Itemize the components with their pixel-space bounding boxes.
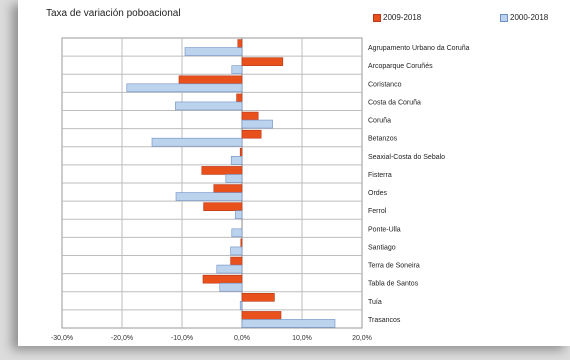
category-label: Fisterra (368, 172, 392, 179)
bar-series-2 (231, 228, 243, 238)
category-label: Santiago (368, 244, 396, 251)
bar-series-1 (202, 274, 243, 284)
bar-series-2 (151, 137, 243, 147)
legend-label-series-1: 2009-2018 (383, 13, 422, 22)
x-tick-label: 10,0% (292, 335, 312, 342)
bar-series-2 (219, 282, 243, 292)
x-tick-label: -30,0% (51, 335, 73, 342)
bar-series-1 (241, 57, 284, 66)
bar-series-1 (178, 75, 243, 85)
bar-series-2 (241, 119, 273, 129)
x-tick-label: 0,0% (234, 335, 250, 342)
x-tick-label: -20,0% (111, 335, 133, 342)
category-label: Trasancos (368, 317, 401, 324)
category-label: Costa da Coruña (368, 99, 421, 106)
bar-series-2 (231, 65, 243, 74)
category-label: Ferrol (368, 208, 387, 215)
legend-item-series-2: 2000-2018 (500, 13, 548, 22)
bar-series-1 (241, 111, 259, 121)
bar-series-2 (230, 156, 243, 165)
category-label: Coristanco (368, 81, 402, 88)
category-label: Ponte-Ulla (368, 226, 401, 233)
legend-label-series-2: 2000-2018 (510, 13, 549, 22)
bar-series-1 (241, 129, 262, 139)
category-label: Tuía (368, 299, 382, 306)
bar-series-1 (213, 184, 243, 193)
bar-series-1 (230, 256, 243, 266)
bar-series-1 (241, 293, 275, 302)
x-tick-label: -10,0% (171, 335, 193, 342)
bar-series-2 (239, 301, 243, 310)
bar-series-1 (240, 238, 243, 248)
bar-series-2 (175, 101, 243, 111)
bar-series-1 (236, 93, 243, 103)
bar-series-2 (184, 47, 243, 56)
bar-series-1 (203, 202, 243, 211)
category-label: Terra de Soneira (368, 263, 420, 270)
bar-series-1 (237, 39, 243, 48)
legend-item-series-1: 2009-2018 (373, 13, 421, 22)
bar-series-1 (239, 148, 243, 157)
category-label: Arcoparque Coruñés (368, 63, 433, 70)
bar-series-2 (216, 264, 243, 274)
category-label: Coruña (368, 118, 391, 125)
bar-series-1 (201, 166, 243, 175)
chart-title: Taxa de variación poboacional (46, 8, 181, 19)
chart-paper (18, 0, 570, 346)
bar-series-2 (235, 210, 243, 219)
x-tick-label: 20,0% (352, 335, 372, 342)
bar-series-2 (175, 192, 243, 201)
category-label: Seaxial-Costa do Sebalo (368, 154, 445, 161)
category-label: Tabla de Santos (368, 281, 419, 288)
bar-series-2 (230, 246, 243, 256)
legend-swatch-series-2 (500, 13, 508, 22)
bar-series-2 (241, 319, 336, 328)
legend-swatch-series-1 (373, 13, 381, 22)
bar-series-2 (126, 83, 243, 93)
category-label: Agrupamento Urbano da Coruña (368, 45, 470, 52)
bar-series-2 (225, 174, 243, 183)
category-label: Betanzos (368, 136, 398, 143)
bar-series-1 (241, 311, 282, 320)
category-label: Ordes (368, 190, 388, 197)
